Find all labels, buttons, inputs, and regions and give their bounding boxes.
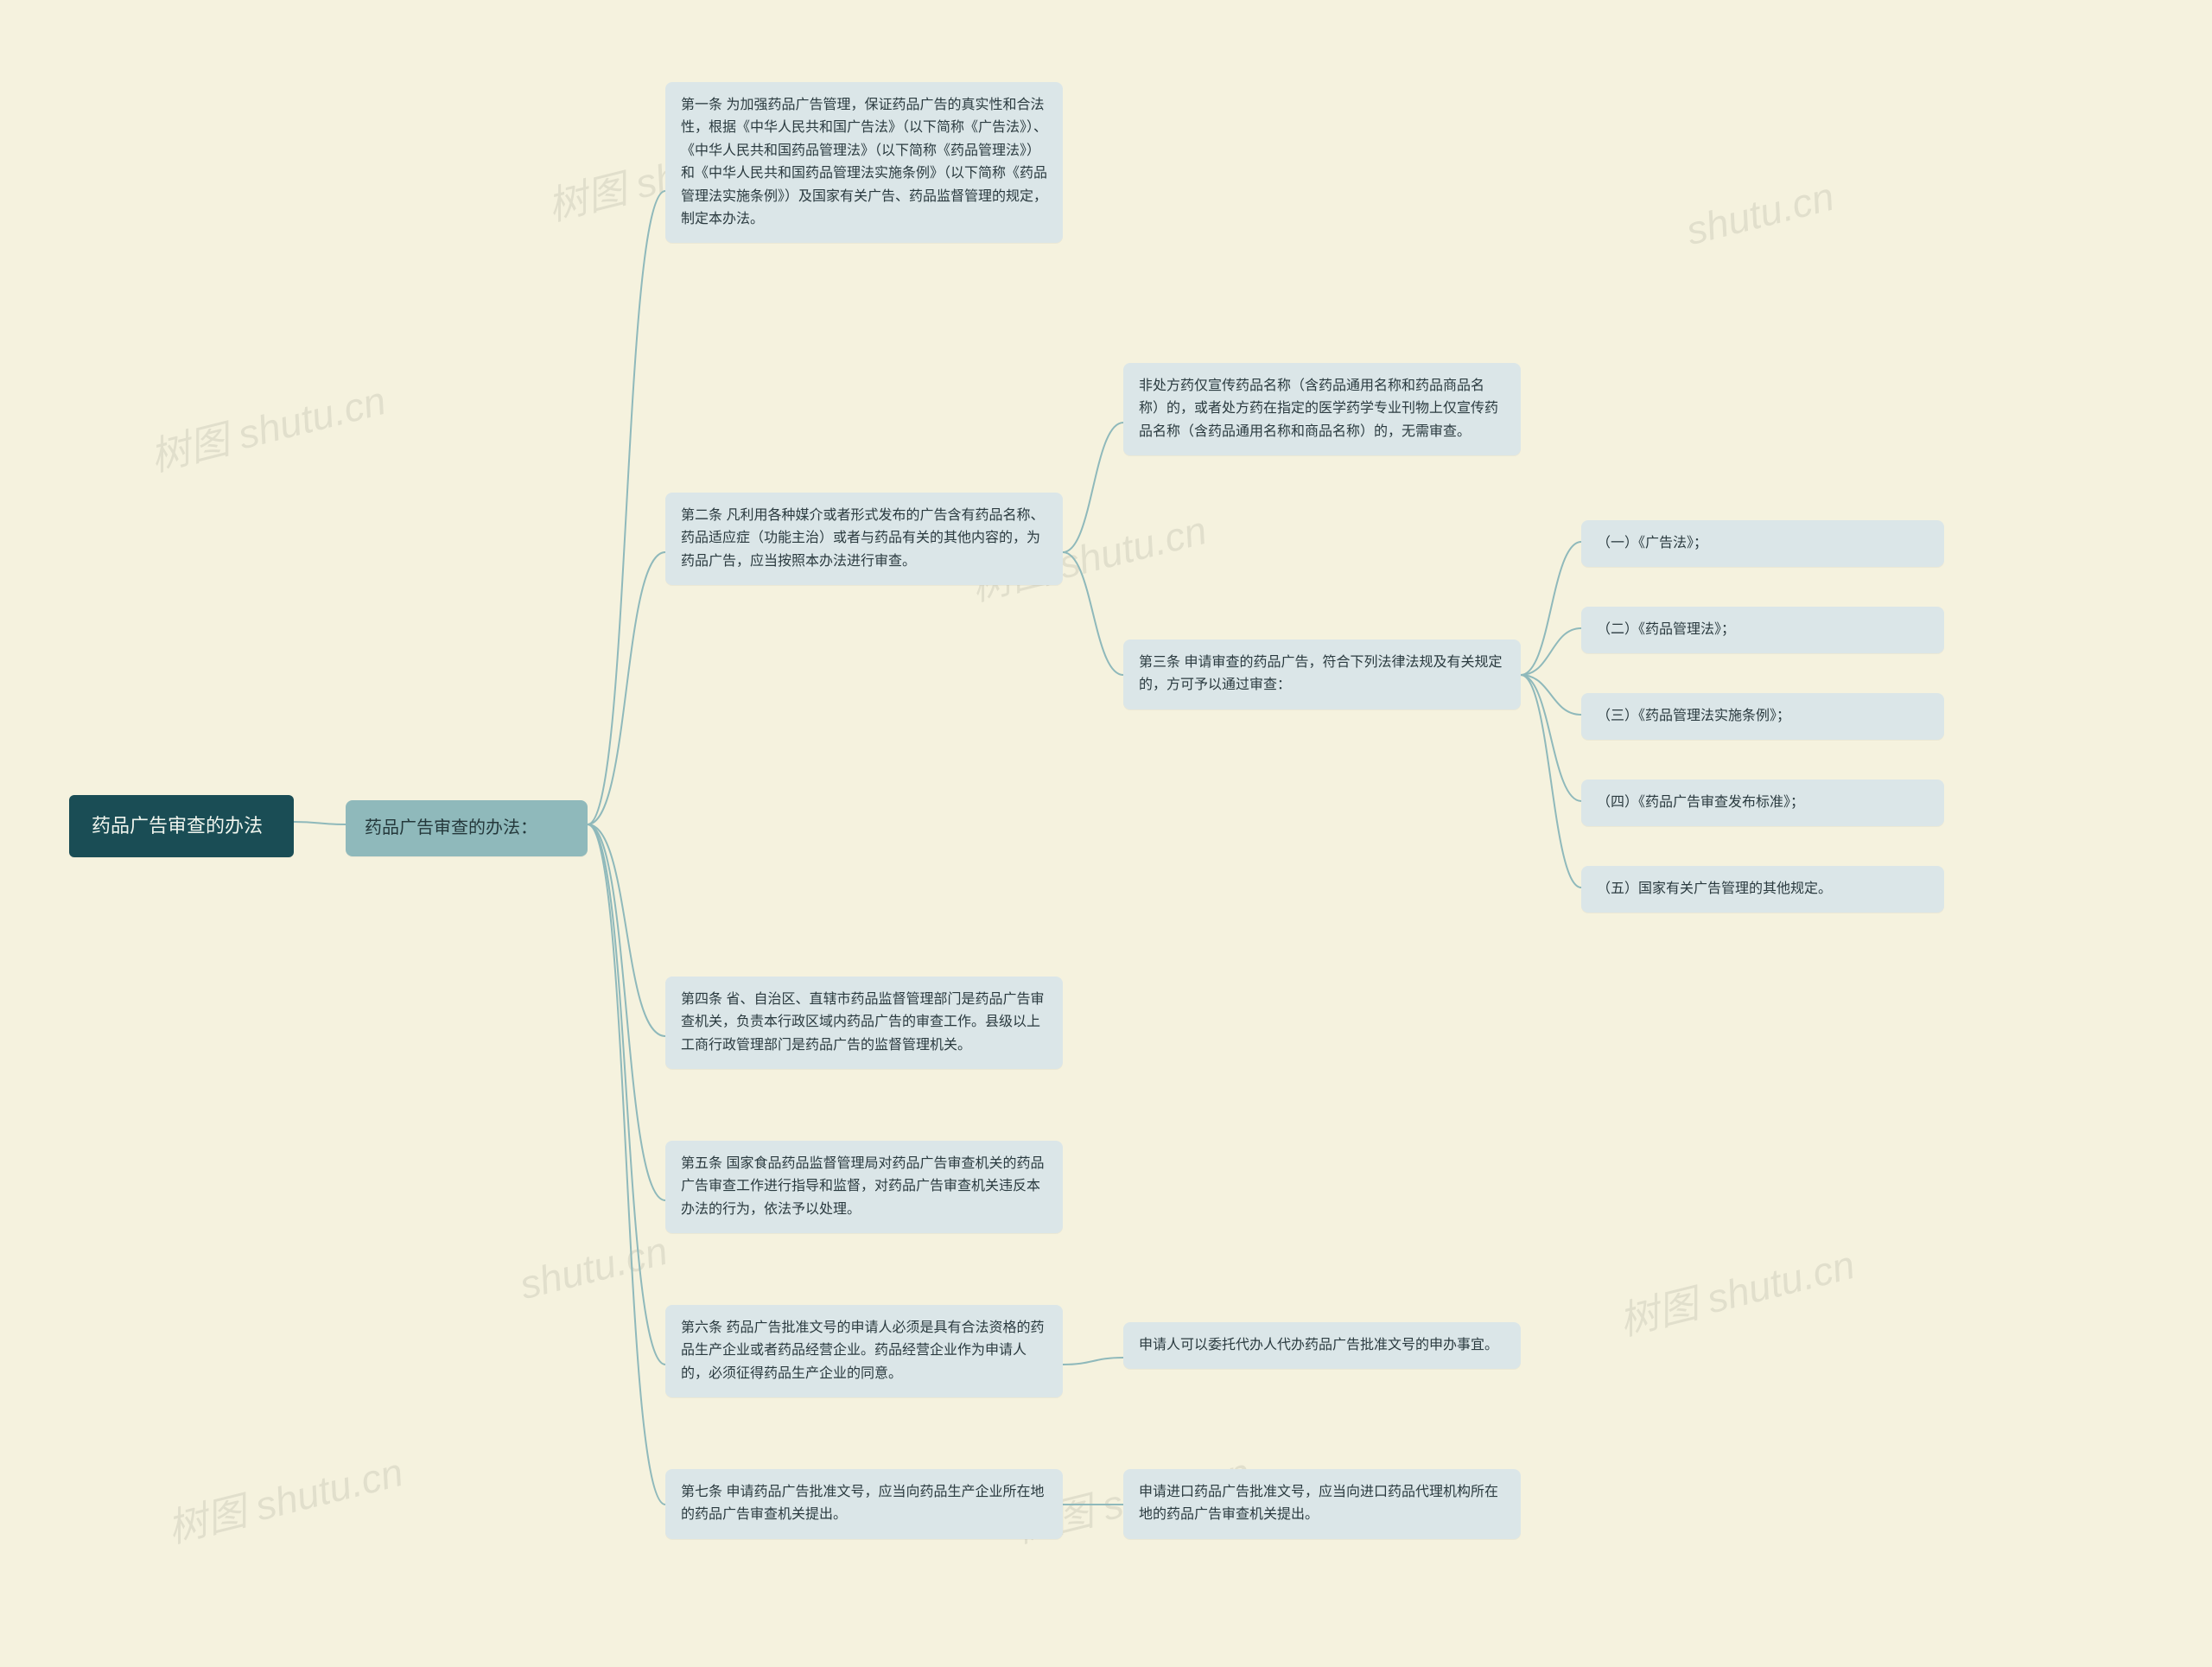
article-2[interactable]: 第二条 凡利用各种媒介或者形式发布的广告含有药品名称、药品适应症（功能主治）或者…	[665, 493, 1063, 585]
mindmap-canvas: 树图 shutu.cn 树图 shutu.cn 树图 shutu.cn shut…	[0, 0, 2212, 1667]
watermark: shutu.cn	[515, 1227, 672, 1308]
a3-item-4[interactable]: （四）《药品广告审查发布标准》；	[1581, 779, 1944, 826]
article-3[interactable]: 第三条 申请审查的药品广告，符合下列法律法规及有关规定的，方可予以通过审查：	[1123, 639, 1521, 709]
watermark: 树图 shutu.cn	[1612, 1233, 1859, 1346]
article-6-sub[interactable]: 申请人可以委托代办人代办药品广告批准文号的申办事宜。	[1123, 1322, 1521, 1369]
a3-item-5[interactable]: （五）国家有关广告管理的其他规定。	[1581, 866, 1944, 913]
article-7-sub[interactable]: 申请进口药品广告批准文号，应当向进口药品代理机构所在地的药品广告审查机关提出。	[1123, 1469, 1521, 1539]
a3-item-3[interactable]: （三）《药品管理法实施条例》；	[1581, 693, 1944, 740]
article-5[interactable]: 第五条 国家食品药品监督管理局对药品广告审查机关的药品广告审查工作进行指导和监督…	[665, 1141, 1063, 1233]
article-6[interactable]: 第六条 药品广告批准文号的申请人必须是具有合法资格的药品生产企业或者药品经营企业…	[665, 1305, 1063, 1397]
watermark: 树图 shutu.cn	[161, 1441, 408, 1554]
article-1[interactable]: 第一条 为加强药品广告管理，保证药品广告的真实性和合法性，根据《中华人民共和国广…	[665, 82, 1063, 243]
a3-item-1[interactable]: （一）《广告法》；	[1581, 520, 1944, 567]
watermark: 树图 shutu.cn	[143, 369, 391, 482]
a3-item-2[interactable]: （二）《药品管理法》；	[1581, 607, 1944, 653]
article-2-sub[interactable]: 非处方药仅宣传药品名称（含药品通用名称和药品商品名称）的，或者处方药在指定的医学…	[1123, 363, 1521, 455]
article-7[interactable]: 第七条 申请药品广告批准文号，应当向药品生产企业所在地的药品广告审查机关提出。	[665, 1469, 1063, 1539]
connectors	[0, 0, 2212, 1667]
article-4[interactable]: 第四条 省、自治区、直辖市药品监督管理部门是药品广告审查机关，负责本行政区域内药…	[665, 977, 1063, 1069]
root-node[interactable]: 药品广告审查的办法	[69, 795, 294, 857]
mid-node[interactable]: 药品广告审查的办法：	[346, 800, 588, 856]
watermark: shutu.cn	[1681, 173, 1839, 254]
